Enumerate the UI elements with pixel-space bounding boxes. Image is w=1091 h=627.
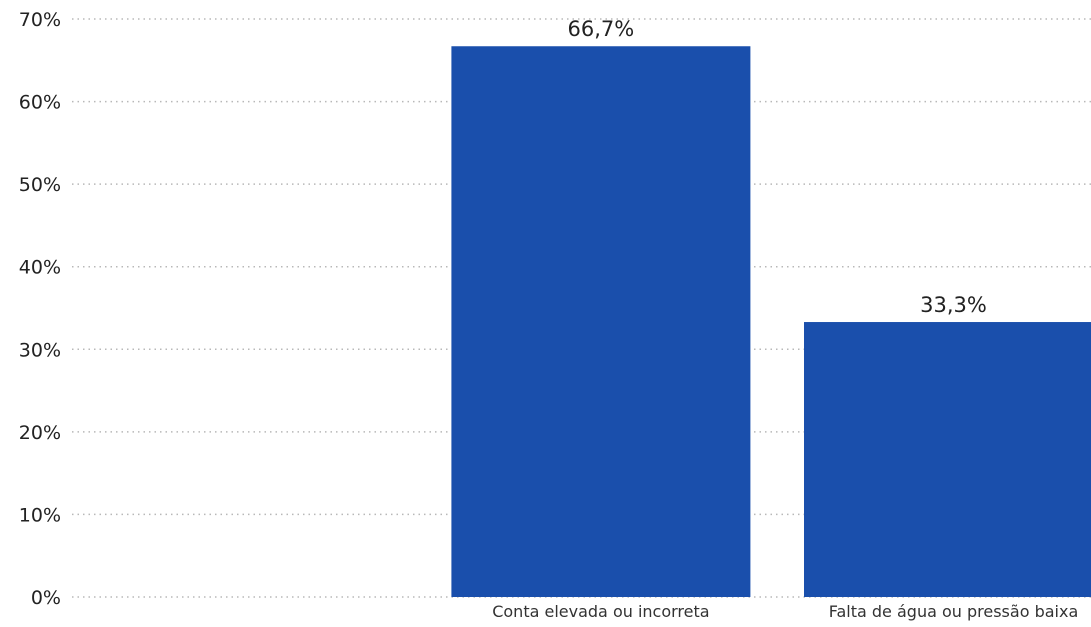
data-labels: 66,7% 33,3% bbox=[568, 17, 987, 317]
bar bbox=[804, 322, 1091, 597]
y-tick-label: 20% bbox=[19, 422, 61, 444]
x-tick-label: Falta de água ou pressão baixa bbox=[829, 602, 1079, 621]
bar bbox=[451, 46, 751, 597]
y-tick-label: 10% bbox=[19, 504, 61, 526]
bars bbox=[451, 46, 1091, 597]
y-tick-label: 30% bbox=[19, 339, 61, 361]
y-axis-ticks: 0% 10% 20% 30% 40% 50% 60% 70% bbox=[19, 9, 61, 609]
y-tick-label: 0% bbox=[31, 587, 61, 609]
y-tick-label: 50% bbox=[19, 174, 61, 196]
x-tick-label: Conta elevada ou incorreta bbox=[492, 602, 709, 621]
data-label: 66,7% bbox=[568, 17, 635, 41]
data-label: 33,3% bbox=[920, 293, 987, 317]
y-tick-label: 70% bbox=[19, 9, 61, 31]
x-axis-ticks: Conta elevada ou incorreta Falta de água … bbox=[492, 602, 1078, 621]
y-tick-label: 40% bbox=[19, 257, 61, 279]
y-tick-label: 60% bbox=[19, 92, 61, 114]
